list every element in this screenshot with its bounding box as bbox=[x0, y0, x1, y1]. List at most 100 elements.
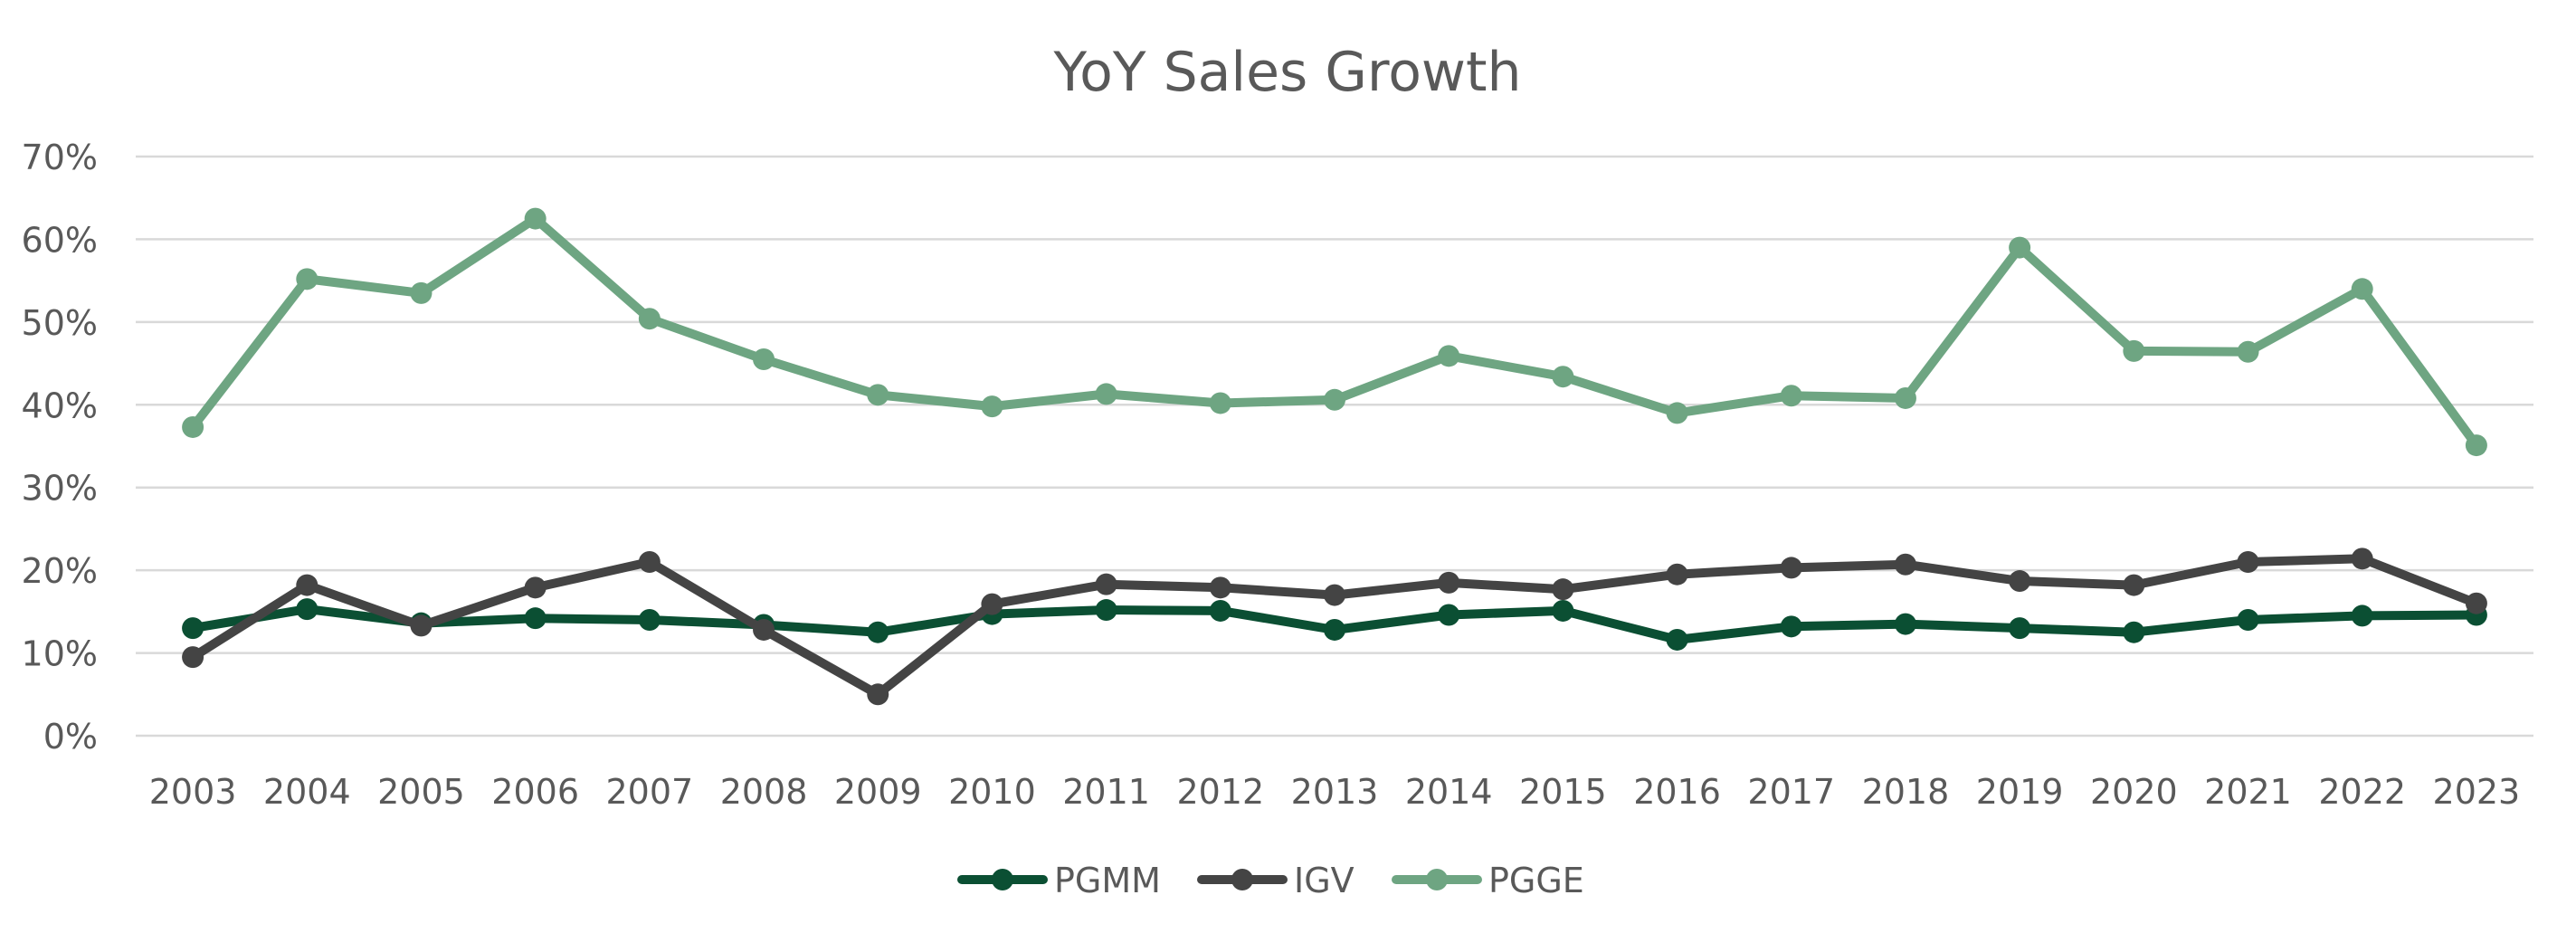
x-tick-label: 2015 bbox=[1519, 772, 1607, 812]
y-axis-tick-labels: 0% 10% 20% 30% 40% 50% 60% 70% bbox=[22, 138, 98, 757]
data-point bbox=[296, 598, 318, 621]
data-point bbox=[1209, 599, 1231, 622]
data-point bbox=[2237, 609, 2259, 631]
x-tick-label: 2020 bbox=[2090, 772, 2178, 812]
data-point bbox=[1552, 366, 1574, 388]
data-point bbox=[1438, 345, 1460, 367]
x-tick-label: 2003 bbox=[149, 772, 237, 812]
data-point bbox=[1095, 383, 1117, 405]
data-point bbox=[2009, 570, 2031, 593]
data-point bbox=[1780, 615, 1802, 638]
chart-title: YoY Sales Growth bbox=[1052, 41, 1521, 104]
data-point bbox=[1324, 388, 1345, 411]
data-point bbox=[1324, 618, 1345, 641]
x-tick-label: 2022 bbox=[2318, 772, 2406, 812]
data-point bbox=[2237, 340, 2259, 363]
x-tick-label: 2016 bbox=[1633, 772, 1721, 812]
data-point bbox=[638, 551, 661, 573]
data-point bbox=[1552, 578, 1574, 601]
x-tick-label: 2005 bbox=[377, 772, 465, 812]
data-point bbox=[867, 621, 889, 643]
data-point bbox=[2123, 339, 2145, 362]
series-line-pgge bbox=[188, 214, 2481, 451]
data-point bbox=[410, 614, 433, 637]
data-point bbox=[1209, 392, 1231, 414]
x-tick-label: 2004 bbox=[263, 772, 351, 812]
legend-swatch-marker bbox=[992, 869, 1013, 890]
data-point bbox=[1894, 613, 1916, 635]
y-tick-label: 60% bbox=[22, 220, 98, 260]
legend-label: PGGE bbox=[1488, 861, 1584, 900]
x-tick-label: 2006 bbox=[491, 772, 579, 812]
data-point bbox=[2351, 547, 2373, 570]
x-tick-label: 2007 bbox=[605, 772, 693, 812]
data-point bbox=[1209, 576, 1231, 599]
data-point bbox=[1894, 386, 1916, 409]
y-tick-label: 10% bbox=[22, 634, 98, 674]
series-igv bbox=[182, 547, 2487, 706]
data-point bbox=[2237, 551, 2259, 573]
legend: PGMM IGV PGGE bbox=[957, 861, 1584, 900]
data-point bbox=[2465, 592, 2487, 614]
legend-label: IGV bbox=[1294, 861, 1355, 900]
y-tick-label: 0% bbox=[43, 717, 98, 757]
y-tick-label: 50% bbox=[22, 303, 98, 343]
data-point bbox=[1666, 402, 1688, 424]
data-point bbox=[1095, 573, 1117, 595]
data-point bbox=[182, 646, 204, 669]
legend-item-pgmm: PGMM bbox=[957, 861, 1161, 900]
data-point bbox=[1780, 385, 1802, 407]
legend-swatch-marker bbox=[1426, 869, 1448, 890]
data-point bbox=[638, 308, 661, 330]
data-point bbox=[2123, 574, 2145, 596]
data-point bbox=[296, 268, 318, 290]
x-tick-label: 2010 bbox=[948, 772, 1036, 812]
x-tick-label: 2018 bbox=[1862, 772, 1950, 812]
legend-swatch-marker bbox=[1231, 869, 1253, 890]
data-point bbox=[410, 281, 433, 304]
legend-label: PGMM bbox=[1054, 861, 1161, 900]
x-tick-label: 2009 bbox=[834, 772, 922, 812]
data-point bbox=[2351, 605, 2373, 627]
data-point bbox=[981, 593, 1003, 615]
x-tick-label: 2023 bbox=[2433, 772, 2521, 812]
data-point bbox=[1894, 553, 1916, 576]
legend-item-igv: IGV bbox=[1197, 861, 1355, 900]
x-axis-tick-labels: 2003 2004 2005 2006 2007 2008 2009 2010 2011 2012… bbox=[149, 772, 2521, 812]
data-point bbox=[1666, 628, 1688, 651]
data-point bbox=[753, 618, 775, 641]
data-point bbox=[2009, 617, 2031, 640]
data-point bbox=[753, 348, 775, 370]
data-point bbox=[1780, 557, 1802, 579]
y-tick-label: 20% bbox=[22, 551, 98, 591]
data-point bbox=[867, 384, 889, 406]
x-tick-label: 2021 bbox=[2204, 772, 2292, 812]
x-tick-label: 2014 bbox=[1405, 772, 1493, 812]
data-point bbox=[296, 574, 318, 596]
data-point bbox=[1438, 604, 1460, 626]
x-tick-label: 2011 bbox=[1062, 772, 1150, 812]
x-tick-label: 2013 bbox=[1291, 772, 1379, 812]
data-point bbox=[524, 607, 547, 630]
series-lines bbox=[182, 207, 2487, 706]
y-tick-label: 40% bbox=[22, 386, 98, 425]
data-point bbox=[2351, 278, 2373, 300]
series-pgge bbox=[182, 207, 2487, 457]
data-point bbox=[182, 617, 204, 640]
data-point bbox=[1324, 584, 1345, 606]
x-tick-label: 2017 bbox=[1747, 772, 1835, 812]
data-point bbox=[638, 609, 661, 631]
y-tick-label: 70% bbox=[22, 138, 98, 177]
data-point bbox=[981, 395, 1003, 418]
y-tick-label: 30% bbox=[22, 469, 98, 509]
x-tick-label: 2012 bbox=[1176, 772, 1264, 812]
data-point bbox=[524, 576, 547, 599]
data-point bbox=[524, 207, 547, 230]
data-point bbox=[2123, 621, 2145, 643]
x-tick-label: 2008 bbox=[720, 772, 808, 812]
series-pgmm bbox=[182, 598, 2487, 651]
legend-item-pgge: PGGE bbox=[1392, 861, 1584, 900]
data-point bbox=[1666, 563, 1688, 586]
data-point bbox=[182, 415, 204, 438]
